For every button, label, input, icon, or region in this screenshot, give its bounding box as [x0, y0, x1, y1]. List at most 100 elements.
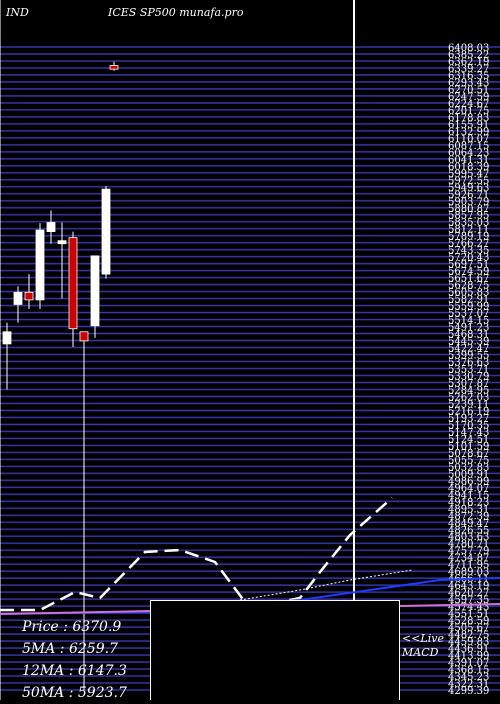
y-tick-label: 5926.71: [448, 190, 489, 201]
y-tick-label: 6110.07: [448, 134, 489, 145]
y-tick-label: 5972.55: [448, 176, 489, 187]
header-left-text: IND: [6, 6, 29, 19]
price-label: Price : 6370.9: [22, 619, 122, 635]
y-tick-label: 6201.75: [448, 106, 489, 117]
y-tick-label: 4322.31: [448, 679, 489, 690]
y-tick-label: 5170.35: [448, 420, 489, 431]
y-tick-label: 6155.91: [448, 120, 489, 131]
candle-body: [2, 331, 12, 345]
header-title-text: ICES SP500 munafa.pro: [108, 6, 244, 19]
y-tick-label: 5628.75: [448, 281, 489, 292]
y-tick-label: 5124.51: [448, 434, 489, 445]
y-tick-label: 5559.99: [448, 302, 489, 313]
y-tick-label: 4368.15: [448, 665, 489, 676]
y-tick-label: 4482.75: [448, 630, 489, 641]
candle-body: [68, 237, 78, 330]
y-tick-label: 4620.27: [448, 588, 489, 599]
y-tick-label: 5903.79: [448, 197, 489, 208]
y-tick-label: 5812.11: [448, 225, 489, 236]
y-tick-label: 5514.15: [448, 316, 489, 327]
y-tick-label: 4528.59: [448, 616, 489, 627]
y-tick-label: 5262.03: [448, 392, 489, 403]
y-tick-label: 5330.79: [448, 371, 489, 382]
y-tick-label: 6041.31: [448, 155, 489, 166]
y-tick-label: 6247.59: [448, 92, 489, 103]
y-tick-label: 4895.31: [448, 504, 489, 515]
y-tick-label: 5651.67: [448, 274, 489, 285]
y-tick-label: 4964.07: [448, 483, 489, 494]
ma12-label: 12MA : 6147.3: [22, 663, 127, 679]
y-tick-label: 6362.19: [448, 57, 489, 68]
y-tick-label: 4574.43: [448, 602, 489, 613]
y-tick-label: 5605.83: [448, 288, 489, 299]
y-tick-label: 4551.51: [448, 609, 489, 620]
y-tick-label: 5055.75: [448, 455, 489, 466]
y-tick-label: 6132.99: [448, 127, 489, 138]
y-tick-label: 4986.99: [448, 476, 489, 487]
candle-body: [24, 291, 34, 301]
y-tick-label: 5422.47: [448, 344, 489, 355]
y-tick-label: 4849.47: [448, 518, 489, 529]
info-panel: [150, 600, 400, 700]
y-tick-label: 5697.51: [448, 260, 489, 271]
ma5-label: 5MA : 6259.7: [22, 641, 118, 657]
ma50-label: 50MA : 5923.7: [22, 685, 127, 701]
y-tick-label: 5743.35: [448, 246, 489, 257]
live-link[interactable]: <<Live: [402, 632, 444, 645]
y-tick-label: 5995.47: [448, 169, 489, 180]
y-tick-label: 5193.27: [448, 413, 489, 424]
y-tick-label: 5674.59: [448, 267, 489, 278]
y-tick-label: 6385.22: [448, 50, 489, 61]
y-tick-label: 4413.99: [448, 651, 489, 662]
candle-body: [101, 188, 111, 275]
y-tick-label: 4459.83: [448, 637, 489, 648]
y-tick-label: 5078.67: [448, 448, 489, 459]
y-tick-label: 5009.91: [448, 469, 489, 480]
y-tick-label: 4391.07: [448, 658, 489, 669]
y-tick-label: 6064.23: [448, 148, 489, 159]
y-tick-label: 4941.15: [448, 490, 489, 501]
y-tick-label: 4689.03: [448, 567, 489, 578]
y-tick-label: 5399.55: [448, 351, 489, 362]
y-tick-label: 6018.39: [448, 162, 489, 173]
ma-line-5: [0, 497, 393, 612]
live-macd-label: <<Live MACD: [402, 632, 444, 660]
candle-body: [13, 291, 23, 305]
y-tick-label: 5789.19: [448, 232, 489, 243]
y-tick-label: 5353.71: [448, 365, 489, 376]
y-tick-label: 6270.51: [448, 85, 489, 96]
y-tick-label: 5720.43: [448, 253, 489, 264]
y-tick-label: 5147.43: [448, 427, 489, 438]
y-tick-label: 6293.43: [448, 78, 489, 89]
candle-body: [109, 65, 119, 70]
candle-body: [57, 240, 67, 245]
y-tick-label: 5857.95: [448, 211, 489, 222]
y-tick-label: 5239.11: [448, 399, 489, 410]
y-tick-label: 6339.27: [448, 64, 489, 75]
y-tick-label: 5284.95: [448, 385, 489, 396]
y-tick-label: 5491.23: [448, 323, 489, 334]
y-tick-label: 4505.67: [448, 623, 489, 634]
y-tick-label: 4780.71: [448, 539, 489, 550]
info-labels: Price : 6370.9 5MA : 6259.7 12MA : 6147.…: [22, 616, 127, 704]
y-tick-label: 5537.07: [448, 309, 489, 320]
y-tick-label: 5032.83: [448, 462, 489, 473]
y-tick-label: 5307.87: [448, 378, 489, 389]
y-tick-label: 6224.67: [448, 99, 489, 110]
y-tick-label: 4757.79: [448, 546, 489, 557]
y-tick-label: 5582.91: [448, 295, 489, 306]
y-tick-label: 5101.59: [448, 441, 489, 452]
y-tick-label: 5376.63: [448, 358, 489, 369]
candle-body: [79, 331, 89, 342]
y-tick-label: 5880.87: [448, 204, 489, 215]
y-tick-label: 5216.19: [448, 406, 489, 417]
y-tick-label: 4872.39: [448, 511, 489, 522]
y-tick-label: 4734.87: [448, 553, 489, 564]
y-tick-label: 4299.39: [448, 686, 489, 697]
y-tick-label: 4345.23: [448, 672, 489, 683]
y-tick-label: 4803.63: [448, 532, 489, 543]
y-tick-label: 4597.35: [448, 595, 489, 606]
y-tick-label: 5949.63: [448, 183, 489, 194]
candle-body: [46, 222, 56, 232]
